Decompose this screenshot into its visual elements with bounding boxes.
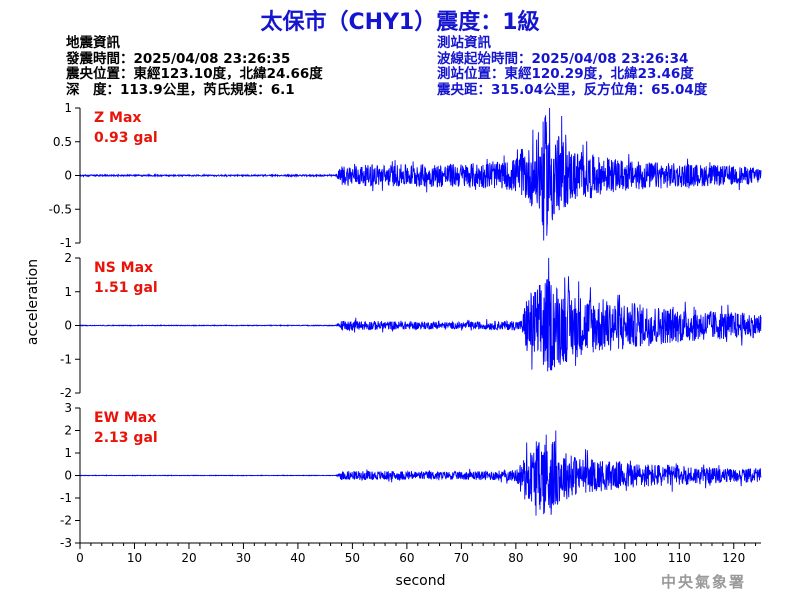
max-label-ns: NS Max	[94, 260, 153, 276]
chart-title: 太保市（CHY1）震度：1級	[260, 10, 540, 35]
waveform-z	[79, 107, 762, 241]
x-tick-label: 120	[722, 551, 745, 565]
max-label-z: Z Max	[94, 110, 141, 126]
station-info: 測站資訊 波線起始時間：2025/04/08 23:26:34 測站位置：東經1…	[437, 35, 708, 98]
y-tick-label-z: 0	[64, 169, 72, 183]
max-value-ns: 1.51 gal	[94, 280, 158, 296]
x-tick-label: 50	[345, 551, 360, 565]
y-axis-label: acceleration	[25, 259, 41, 345]
earthquake-info: 地震資訊 發震時間：2025/04/08 23:26:35 震央位置：東經123…	[66, 35, 323, 98]
y-tick-label-ew: -3	[60, 536, 72, 550]
y-tick-label-ns: -2	[60, 386, 72, 400]
epicenter-location: 震央位置：東經123.10度，北緯24.66度	[66, 66, 323, 82]
x-tick-label: 90	[563, 551, 578, 565]
y-tick-label-z: 0.5	[53, 135, 72, 149]
x-tick-label: 60	[399, 551, 414, 565]
y-tick-label-ew: 0	[64, 469, 72, 483]
y-tick-label-ew: 3	[64, 401, 72, 415]
max-value-ew: 2.13 gal	[94, 430, 158, 446]
earthquake-info-heading: 地震資訊	[66, 35, 120, 51]
agency-logo-text: 中央氣象署	[660, 573, 746, 591]
max-label-ew: EW Max	[94, 410, 156, 426]
y-tick-label-ew: -2	[60, 514, 72, 528]
x-tick-label: 10	[127, 551, 142, 565]
waveform-ew	[80, 430, 762, 516]
y-tick-label-ew: 2	[64, 424, 72, 438]
waveform-ns	[79, 257, 762, 372]
x-tick-label: 110	[668, 551, 691, 565]
y-tick-label-ns: 1	[64, 285, 72, 299]
y-tick-label-z: -1	[60, 236, 72, 250]
depth-magnitude: 深 度：113.9公里，芮氏規模：6.1	[66, 81, 295, 98]
station-info-heading: 測站資訊	[437, 35, 491, 51]
origin-time: 發震時間：2025/04/08 23:26:35	[66, 50, 291, 67]
station-location: 測站位置：東經120.29度，北緯23.46度	[437, 66, 694, 82]
y-tick-label-z: 1	[64, 101, 72, 115]
x-tick-label: 20	[181, 551, 196, 565]
x-tick-label: 0	[76, 551, 84, 565]
waveform-start-time: 波線起始時間：2025/04/08 23:26:34	[437, 50, 689, 67]
y-tick-label-z: -0.5	[49, 202, 72, 216]
x-tick-label: 80	[508, 551, 523, 565]
y-tick-label-ew: 1	[64, 446, 72, 460]
x-tick-label: 70	[454, 551, 469, 565]
max-value-z: 0.93 gal	[94, 130, 158, 146]
x-axis-label: second	[396, 573, 446, 589]
x-tick-label: 40	[290, 551, 305, 565]
x-tick-label: 100	[613, 551, 636, 565]
epicentral-distance: 震央距：315.04公里，反方位角：65.04度	[437, 81, 708, 98]
y-tick-label-ns: -1	[60, 352, 72, 366]
y-tick-label-ns: 0	[64, 319, 72, 333]
y-tick-label-ew: -1	[60, 491, 72, 505]
x-tick-label: 30	[236, 551, 251, 565]
y-tick-label-ns: 2	[64, 251, 72, 265]
